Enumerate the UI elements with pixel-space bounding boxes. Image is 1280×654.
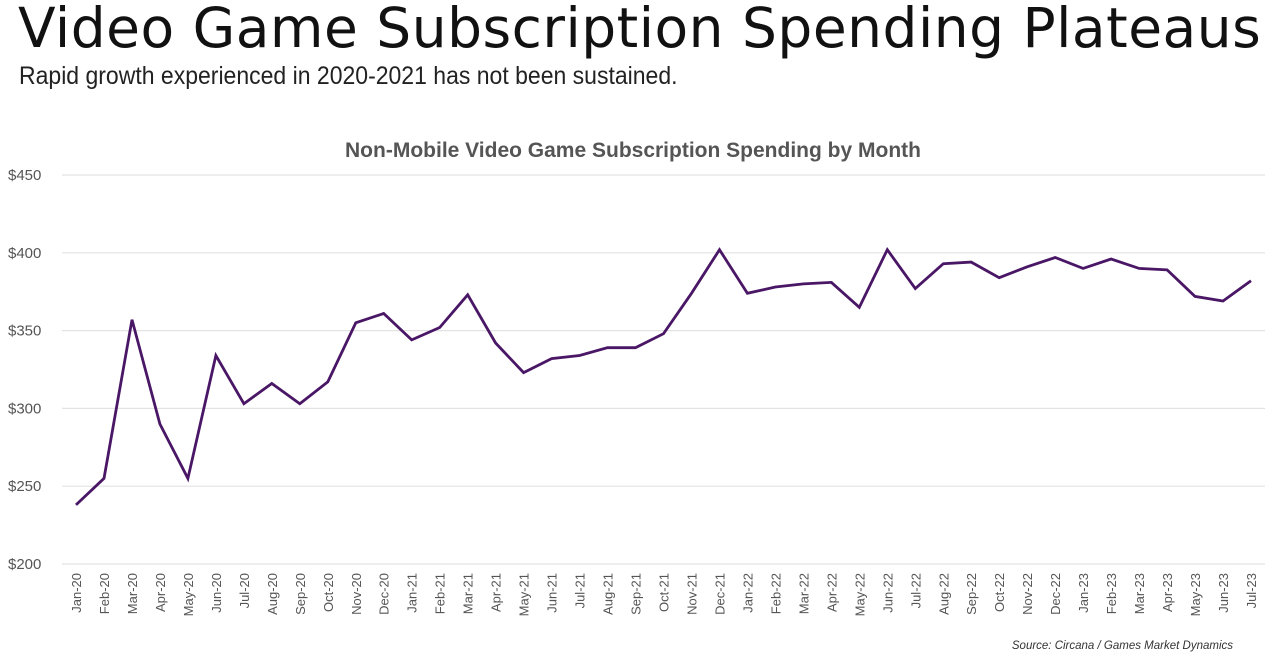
- series-layer: [75, 246, 1252, 506]
- x-tick-label: May-21: [517, 573, 532, 616]
- source-note: Source: Circana / Games Market Dynamics: [1012, 640, 1233, 652]
- x-tick-label: Nov-21: [684, 573, 699, 615]
- y-tick-label: $200: [8, 556, 41, 573]
- x-tick-label: Feb-22: [768, 573, 783, 614]
- y-tick-label: $300: [8, 400, 41, 417]
- x-tick-label: Apr-20: [153, 573, 168, 612]
- page-title: Video Game Subscription Spending Plateau…: [18, 0, 1262, 60]
- x-tick-label: May-22: [852, 573, 867, 616]
- x-tick-label: May-20: [181, 573, 196, 616]
- x-tick-label: Sep-20: [293, 573, 308, 615]
- x-tick-label: Jul-21: [573, 573, 588, 608]
- y-axis: $200 $250 $300 $350 $400 $450: [8, 167, 41, 573]
- x-tick-label: Jan-20: [69, 573, 84, 613]
- x-tick-label: Oct-21: [657, 573, 672, 612]
- x-tick-label: Aug-20: [265, 573, 280, 615]
- y-tick-label: $350: [8, 323, 41, 340]
- page-subtitle: Rapid growth experienced in 2020-2021 ha…: [19, 62, 678, 90]
- x-axis: Jan-20 Feb-20 Mar-20 Apr-20 May-20 Jun-20 Jul-…: [69, 573, 1259, 616]
- x-tick-label: Jul-22: [908, 573, 923, 608]
- x-tick-label: Nov-20: [349, 573, 364, 615]
- x-tick-label: Jun-20: [209, 573, 224, 613]
- x-tick-label: Jan-22: [740, 573, 755, 613]
- x-tick-label: Aug-22: [936, 573, 951, 615]
- gridlines: [62, 174, 1265, 565]
- x-tick-label: Apr-22: [824, 573, 839, 612]
- x-tick-label: Jan-23: [1076, 573, 1091, 613]
- x-tick-label: Jun-22: [880, 573, 895, 613]
- x-tick-label: Apr-21: [489, 573, 504, 612]
- x-tick-label: Nov-22: [1020, 573, 1035, 615]
- x-tick-label: Apr-23: [1160, 573, 1175, 612]
- x-tick-label: Mar-20: [125, 573, 140, 614]
- x-tick-label: Mar-23: [1132, 573, 1147, 614]
- x-tick-label: Dec-20: [377, 573, 392, 615]
- series-line: [75, 246, 1252, 506]
- x-tick-label: Feb-20: [97, 573, 112, 614]
- x-tick-label: Feb-21: [433, 573, 448, 614]
- chart-title: Non-Mobile Video Game Subscription Spend…: [345, 139, 921, 162]
- x-tick-label: Jan-21: [405, 573, 420, 613]
- x-tick-label: Oct-20: [321, 573, 336, 612]
- y-tick-label: $250: [8, 478, 41, 495]
- x-tick-label: Oct-22: [992, 573, 1007, 612]
- x-tick-label: Jun-21: [545, 573, 560, 613]
- x-tick-label: May-23: [1188, 573, 1203, 616]
- x-tick-label: Mar-21: [461, 573, 476, 614]
- x-tick-label: Jun-23: [1216, 573, 1231, 613]
- x-tick-label: Aug-21: [601, 573, 616, 615]
- x-tick-label: Feb-23: [1104, 573, 1119, 614]
- y-tick-label: $400: [8, 245, 41, 262]
- x-tick-label: Sep-21: [629, 573, 644, 615]
- x-tick-label: Jul-20: [237, 573, 252, 608]
- x-tick-label: Mar-22: [796, 573, 811, 614]
- x-tick-label: Dec-22: [1048, 573, 1063, 615]
- x-tick-label: Dec-21: [712, 573, 727, 615]
- x-tick-label: Jul-23: [1244, 573, 1259, 608]
- y-tick-label: $450: [8, 167, 41, 184]
- x-tick-label: Sep-22: [964, 573, 979, 615]
